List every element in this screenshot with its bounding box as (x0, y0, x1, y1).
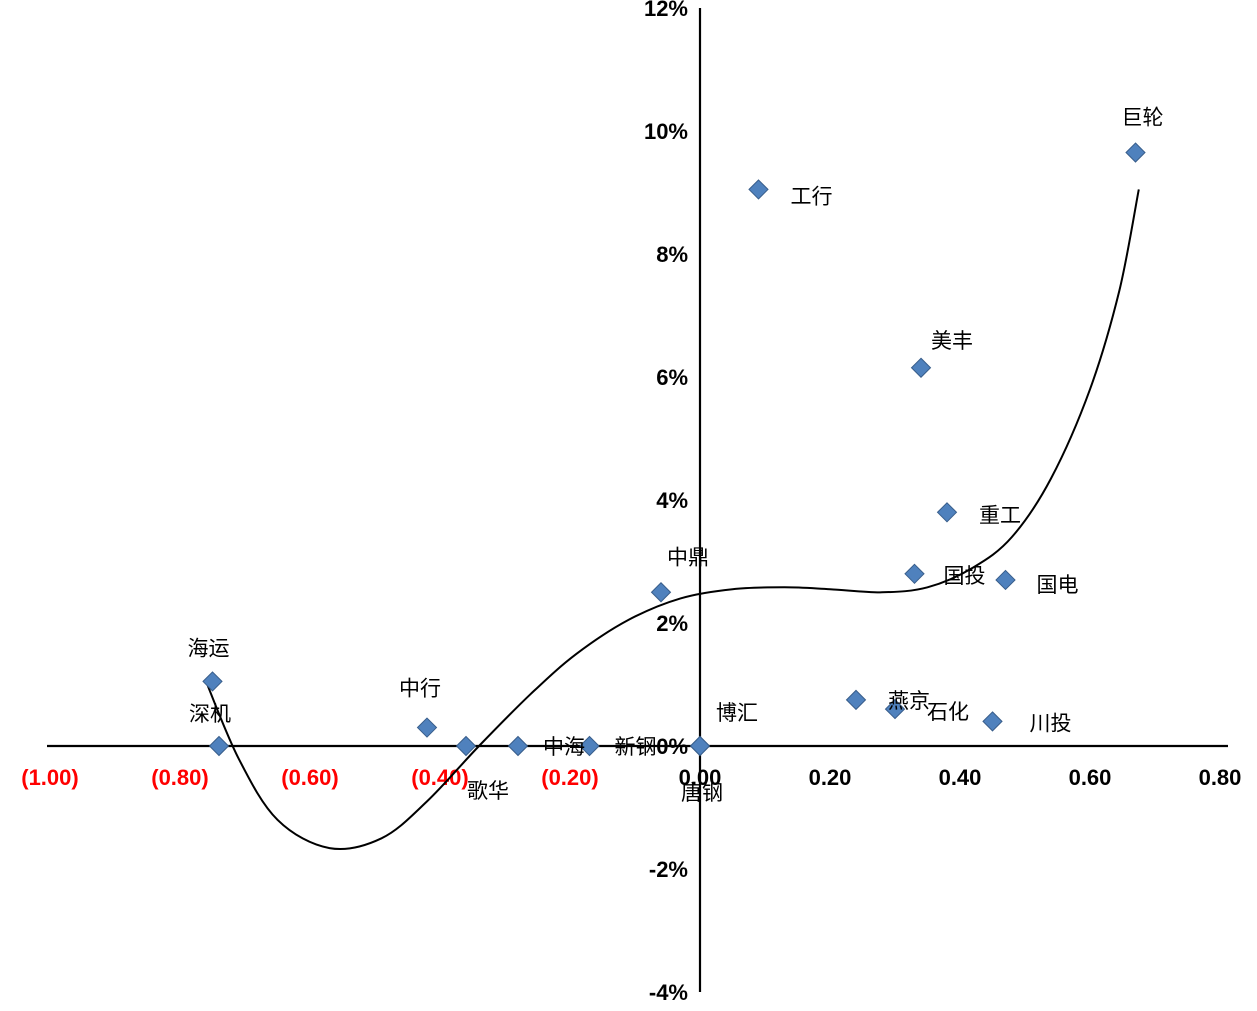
point-label: 中海 (543, 736, 585, 759)
x-tick-label: 0.00 (679, 765, 722, 790)
x-tick-label: 0.40 (939, 765, 982, 790)
x-tick-label: (0.20) (541, 765, 598, 790)
data-point (208, 735, 230, 757)
data-point (507, 735, 529, 757)
data-point (579, 735, 600, 757)
data-point (884, 698, 906, 720)
data-point (455, 735, 477, 757)
data-point (995, 569, 1016, 591)
data-point (650, 582, 672, 603)
x-tick-label: (0.80) (151, 765, 208, 790)
x-tick-label: 0.60 (1069, 765, 1112, 790)
data-point (416, 717, 438, 738)
point-label: 博汇 (716, 702, 758, 725)
point-label: 工行 (791, 185, 833, 208)
trend-line (205, 189, 1140, 850)
point-label: 巨轮 (1122, 107, 1164, 130)
x-tick-label: (0.60) (281, 765, 338, 790)
data-point (202, 671, 223, 692)
y-tick-label: -2% (649, 857, 688, 882)
point-label: 川投 (1030, 712, 1072, 735)
point-label: 重工 (979, 504, 1021, 527)
x-tick-label: 0.80 (1199, 765, 1242, 790)
point-label: 海运 (188, 637, 230, 660)
y-tick-label: 6% (656, 365, 688, 390)
y-tick-label: 0% (656, 734, 688, 759)
point-label: 国电 (1037, 574, 1079, 597)
y-tick-label: 2% (656, 611, 688, 636)
data-point (936, 502, 958, 523)
data-point (689, 735, 711, 757)
point-label: 深机 (189, 703, 231, 726)
point-label: 中鼎 (667, 546, 709, 569)
point-label: 石化 (927, 701, 969, 724)
x-tick-label: (0.40) (411, 765, 468, 790)
y-tick-label: 12% (644, 0, 688, 21)
point-label: 国投 (944, 565, 986, 588)
data-point (904, 563, 925, 585)
y-tick-label: 8% (656, 242, 688, 267)
point-label: 燕京 (888, 690, 930, 713)
data-point (845, 689, 867, 711)
point-label: 新钢 (615, 736, 657, 759)
point-label: 唐钢 (681, 782, 723, 805)
point-label: 歌华 (467, 780, 509, 803)
x-tick-label: 0.20 (809, 765, 852, 790)
point-label: 中行 (399, 678, 441, 701)
x-tick-label: (1.00) (21, 765, 78, 790)
y-tick-label: 10% (644, 119, 688, 144)
data-point (982, 711, 1003, 732)
point-label: 美丰 (931, 330, 973, 353)
data-point (748, 179, 769, 200)
data-point (1125, 142, 1146, 163)
y-tick-label: 4% (656, 488, 688, 513)
y-tick-label: -4% (649, 980, 688, 1005)
data-point (910, 357, 932, 378)
